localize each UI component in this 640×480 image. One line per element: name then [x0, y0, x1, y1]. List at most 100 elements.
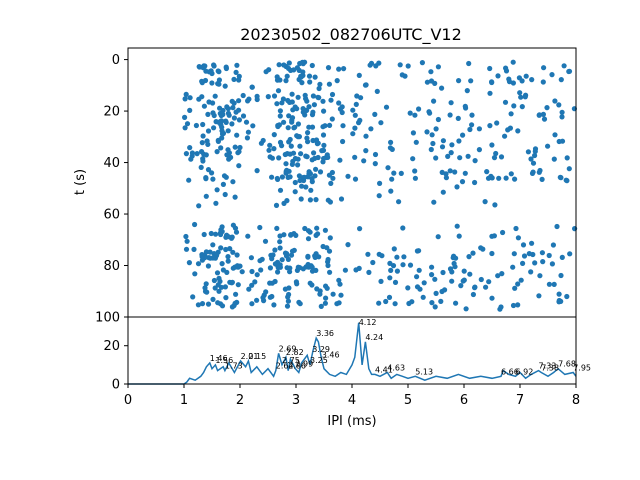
- raster-point: [363, 148, 369, 154]
- raster-point: [279, 174, 285, 180]
- raster-point: [217, 230, 224, 236]
- histogram-panel: 1.461.561.732.012.15 2.64 2.69 2.752.82 2.86…: [103, 316, 591, 429]
- raster-point: [257, 258, 263, 264]
- raster-point: [467, 271, 473, 277]
- raster-point: [489, 250, 495, 257]
- raster-point: [327, 235, 333, 241]
- raster-point: [258, 267, 264, 273]
- raster-point: [305, 130, 311, 136]
- raster-point: [376, 60, 382, 66]
- raster-y-tick-label: 80: [103, 259, 120, 274]
- raster-point: [495, 73, 501, 79]
- raster-point: [305, 254, 311, 260]
- raster-point: [192, 271, 198, 277]
- raster-point: [378, 120, 384, 126]
- raster-point: [440, 269, 446, 276]
- raster-point: [426, 109, 432, 115]
- raster-point: [320, 243, 326, 250]
- raster-point: [354, 93, 360, 99]
- raster-point: [559, 109, 565, 115]
- raster-point: [388, 188, 394, 194]
- raster-point: [309, 282, 315, 288]
- raster-point: [442, 287, 448, 293]
- raster-point: [317, 169, 324, 175]
- raster-point: [230, 265, 236, 271]
- raster-point: [392, 301, 398, 307]
- raster-point: [551, 281, 557, 287]
- histogram-x-tick-label: 5: [404, 393, 412, 408]
- raster-point: [229, 121, 235, 127]
- raster-point: [487, 90, 493, 96]
- raster-point: [285, 65, 292, 71]
- raster-point: [204, 138, 210, 144]
- raster-point: [361, 158, 367, 164]
- raster-point: [521, 253, 528, 259]
- raster-point: [468, 78, 474, 84]
- raster-point: [552, 98, 558, 104]
- raster-point: [528, 269, 534, 275]
- raster-point: [510, 302, 517, 309]
- histogram-x-tick-label: 2: [236, 393, 244, 408]
- raster-point: [313, 197, 319, 203]
- raster-point: [416, 267, 422, 273]
- raster-point: [515, 235, 522, 241]
- raster-point: [416, 106, 422, 112]
- raster-y-ticks: 0 20 40 60 80 100: [95, 53, 128, 326]
- raster-point: [493, 150, 499, 157]
- raster-point: [216, 288, 222, 294]
- raster-point: [291, 67, 297, 73]
- raster-point: [277, 113, 283, 119]
- raster-point: [203, 152, 209, 158]
- raster-point: [363, 82, 369, 88]
- raster-point: [273, 202, 280, 208]
- raster-point: [350, 131, 356, 137]
- raster-point: [313, 166, 319, 172]
- raster-point: [230, 249, 236, 255]
- raster-point: [342, 267, 348, 273]
- raster-point: [285, 125, 291, 131]
- raster-point: [267, 265, 273, 271]
- raster-point: [511, 176, 518, 182]
- raster-point: [325, 65, 332, 71]
- raster-point: [285, 294, 291, 300]
- raster-point: [518, 277, 524, 283]
- raster-point: [209, 170, 215, 176]
- raster-point: [318, 303, 324, 309]
- raster-point: [260, 295, 266, 301]
- raster-point: [218, 145, 224, 151]
- raster-point: [310, 137, 316, 144]
- raster-point: [208, 230, 214, 237]
- raster-point: [312, 74, 318, 80]
- histogram-peak-label: 4.24: [365, 333, 383, 342]
- raster-point: [210, 176, 216, 182]
- histogram-peak-annotations: 1.461.561.732.012.15 2.64 2.69 2.752.82 2.86…: [210, 318, 591, 376]
- raster-point: [224, 152, 230, 158]
- raster-point: [556, 291, 562, 297]
- raster-point: [389, 146, 395, 152]
- raster-point: [537, 273, 543, 279]
- raster-y-tick-label: 0: [112, 53, 120, 68]
- raster-point: [566, 68, 572, 75]
- raster-point: [556, 297, 562, 304]
- raster-point: [193, 122, 199, 129]
- raster-point: [283, 168, 289, 174]
- raster-point: [336, 100, 342, 106]
- raster-point: [558, 272, 564, 279]
- raster-point: [310, 109, 316, 115]
- raster-point: [564, 155, 570, 161]
- raster-point: [489, 295, 495, 301]
- raster-point: [312, 253, 318, 259]
- raster-point: [487, 65, 493, 72]
- chart-title: 20230502_082706UTC_V12: [240, 25, 462, 45]
- raster-point: [237, 144, 243, 151]
- raster-point: [564, 293, 570, 300]
- raster-point: [236, 117, 242, 123]
- raster-point: [276, 155, 282, 161]
- raster-point: [254, 297, 260, 303]
- raster-point: [287, 269, 293, 275]
- raster-point: [215, 138, 221, 144]
- raster-point: [233, 69, 239, 75]
- raster-point: [321, 108, 327, 114]
- raster-point: [229, 98, 235, 104]
- raster-point: [337, 157, 343, 163]
